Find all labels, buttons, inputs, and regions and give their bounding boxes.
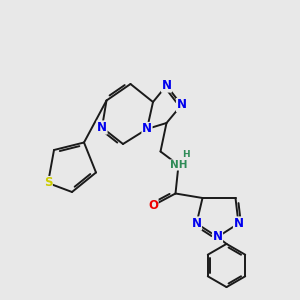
- Text: NH: NH: [170, 160, 187, 170]
- Text: N: N: [176, 98, 187, 112]
- Text: N: N: [233, 217, 244, 230]
- Text: N: N: [191, 217, 202, 230]
- Text: N: N: [161, 79, 172, 92]
- Text: H: H: [182, 150, 190, 159]
- Text: N: N: [142, 122, 152, 136]
- Text: S: S: [44, 176, 52, 190]
- Text: N: N: [97, 121, 107, 134]
- Text: N: N: [212, 230, 223, 244]
- Text: O: O: [148, 199, 158, 212]
